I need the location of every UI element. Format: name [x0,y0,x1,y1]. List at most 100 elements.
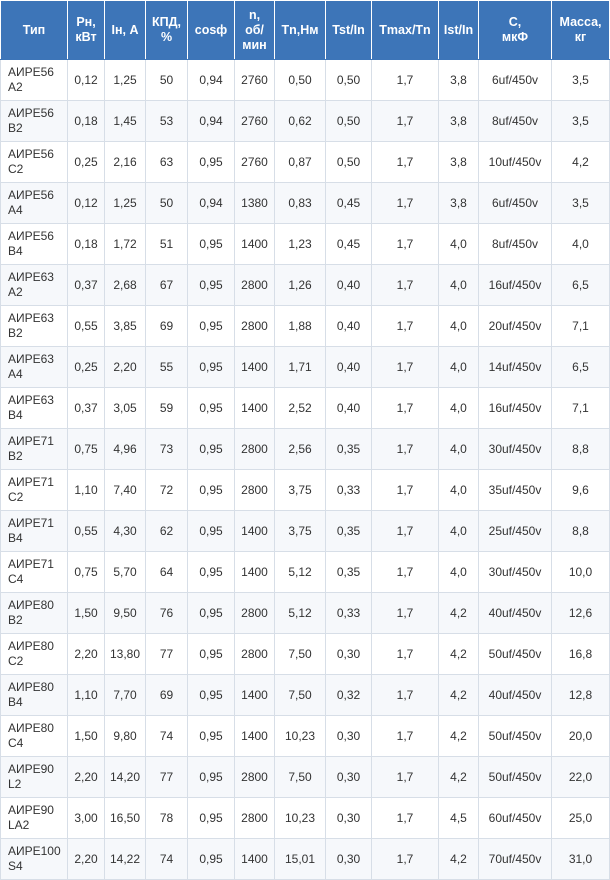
header-label: Tst/In [332,22,365,37]
cell-capacitance: 40uf/450v [478,592,552,634]
cell-current: 2,16 [104,141,146,183]
cell-efficiency: 64 [145,551,188,593]
cell-mass: 8,8 [551,510,610,552]
cell-mass: 7,1 [551,305,610,347]
cell-efficiency: 77 [145,756,188,798]
type-label: S4 [8,859,23,873]
cell-capacitance: 10uf/450v [478,141,552,183]
cell-speed: 1400 [234,346,275,388]
cell-power: 0,75 [67,551,105,593]
cell-capacitance: 14uf/450v [478,346,552,388]
cell-capacitance: 60uf/450v [478,797,552,839]
type-label: С4 [8,572,24,586]
cell-start-torque-ratio: 0,45 [325,223,372,265]
cell-mass: 16,8 [551,633,610,675]
cell-start-torque-ratio: 0,50 [325,141,372,183]
header-label: Tn,Нм [281,22,319,37]
cell-type: АИРЕ56 В4 [0,223,68,265]
column-header-max-torque-ratio: Tmax/Tn [371,0,439,60]
header-label: об/ [245,22,264,37]
cell-power: 0,12 [67,59,105,101]
cell-mass: 7,1 [551,387,610,429]
cell-max-torque-ratio: 1,7 [371,264,439,306]
cell-start-current-ratio: 4,2 [438,674,479,716]
cell-torque: 5,12 [274,592,326,634]
cell-type: АИРЕ71 В4 [0,510,68,552]
cell-power: 2,20 [67,838,105,880]
cell-capacitance: 16uf/450v [478,264,552,306]
cell-start-current-ratio: 4,2 [438,715,479,757]
cell-start-torque-ratio: 0,30 [325,797,372,839]
type-label: АИРЕ56 [8,106,54,120]
cell-start-current-ratio: 3,8 [438,59,479,101]
cell-cos-phi: 0,95 [187,510,235,552]
cell-cos-phi: 0,95 [187,141,235,183]
cell-speed: 2760 [234,100,275,142]
type-label: В2 [8,121,23,135]
type-label: С2 [8,490,24,504]
cell-speed: 2800 [234,756,275,798]
cell-speed: 2800 [234,592,275,634]
cell-type: АИРЕ80 С2 [0,633,68,675]
cell-torque: 1,71 [274,346,326,388]
cell-start-torque-ratio: 0,33 [325,469,372,511]
header-label: кг [574,30,587,44]
cell-start-current-ratio: 4,5 [438,797,479,839]
cell-capacitance: 50uf/450v [478,756,552,798]
cell-type: АИРЕ56 В2 [0,100,68,142]
cell-torque: 1,88 [274,305,326,347]
cell-efficiency: 74 [145,838,188,880]
column-header-speed: n, об/мин [234,0,275,60]
cell-type: АИРЕ63 А2 [0,264,68,306]
cell-type: АИРЕ100 S4 [0,838,68,880]
cell-power: 0,55 [67,305,105,347]
cell-efficiency: 59 [145,387,188,429]
table-header: Тип Рн, кВт Iн, А КПД,% cosф n, об/мин Tn,Нм Tst/… [0,0,610,60]
column-header-start-current-ratio: Ist/In [438,0,479,60]
type-label: С2 [8,162,24,176]
column-header-type: Тип [0,0,68,60]
cell-type: АИРЕ63 В4 [0,387,68,429]
type-label: В4 [8,244,23,258]
table-row: АИРЕ63 В2 0,55 3,85 69 0,95 2800 1,88 0,40 1,7 4,0… [0,305,610,347]
table-row: АИРЕ100 S4 2,20 14,22 74 0,95 1400 15,01 0,30 1,7… [0,838,610,880]
type-label: LA2 [8,818,30,832]
cell-max-torque-ratio: 1,7 [371,674,439,716]
table-row: АИРЕ71 В4 0,55 4,30 62 0,95 1400 3,75 0,35 1,7 4,0… [0,510,610,552]
cell-capacitance: 35uf/450v [478,469,552,511]
cell-power: 0,55 [67,510,105,552]
cell-max-torque-ratio: 1,7 [371,387,439,429]
header-label: Tmax/Tn [379,22,431,37]
cell-efficiency: 50 [145,182,188,224]
cell-capacitance: 20uf/450v [478,305,552,347]
type-label: В2 [8,449,23,463]
cell-torque: 7,50 [274,633,326,675]
type-label: А2 [8,80,23,94]
cell-start-torque-ratio: 0,45 [325,182,372,224]
cell-speed: 2800 [234,264,275,306]
cell-speed: 2800 [234,469,275,511]
cell-current: 5,70 [104,551,146,593]
cell-type: АИРЕ80 В4 [0,674,68,716]
cell-mass: 12,6 [551,592,610,634]
cell-start-torque-ratio: 0,30 [325,633,372,675]
cell-max-torque-ratio: 1,7 [371,182,439,224]
cell-start-current-ratio: 4,0 [438,264,479,306]
table-row: АИРЕ56 А4 0,12 1,25 50 0,94 1380 0,83 0,45 1,7 3,8… [0,182,610,224]
cell-type: АИРЕ71 С4 [0,551,68,593]
cell-current: 2,68 [104,264,146,306]
cell-max-torque-ratio: 1,7 [371,510,439,552]
cell-type: АИРЕ71 В2 [0,428,68,470]
cell-max-torque-ratio: 1,7 [371,756,439,798]
column-header-power: Рн, кВт [67,0,105,60]
cell-torque: 5,12 [274,551,326,593]
cell-speed: 2800 [234,633,275,675]
cell-start-torque-ratio: 0,50 [325,100,372,142]
header-label: мкФ [501,30,529,44]
cell-max-torque-ratio: 1,7 [371,838,439,880]
cell-power: 0,25 [67,346,105,388]
column-header-current: Iн, А [104,0,146,60]
table-row: АИРЕ80 С4 1,50 9,80 74 0,95 1400 10,23 0,30 1,7 4,… [0,715,610,757]
cell-cos-phi: 0,95 [187,838,235,880]
cell-mass: 3,5 [551,59,610,101]
